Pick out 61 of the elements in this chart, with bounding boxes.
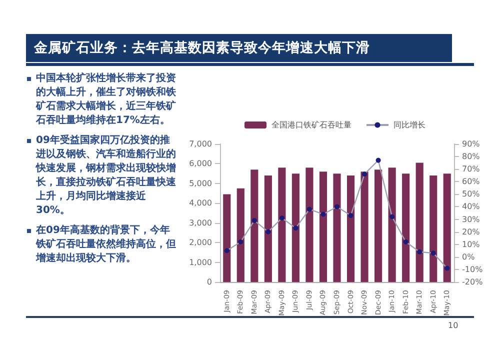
bar (360, 172, 368, 282)
y2-tick-label: 70% (462, 164, 480, 174)
text: 09年受益国家四万亿投资的推进以及钢铁、汽车和造船行业的快速发展，钢材需求出现较快增长，直接拉动铁矿石吞吐量快速上升，月均同比增速接近30%。 (36, 134, 176, 218)
y-tick-label: 3,000 (189, 218, 212, 228)
bar (430, 176, 438, 282)
y2-tick-label: 80% (462, 152, 480, 162)
y2-tick-label: 30% (462, 214, 480, 224)
bar (278, 168, 286, 282)
legend-label: 全国港口铁矿石吞吐量 (272, 120, 352, 130)
bar (402, 174, 410, 282)
y2-tick-label: 10% (462, 240, 480, 249)
y-tick-label: 2,000 (189, 238, 212, 248)
chart-title: 金属矿石业务：去年高基数因素导致今年增速大幅下滑 (26, 34, 452, 62)
y-tick-label: 0 (206, 278, 212, 286)
y2-tick-label: 60% (462, 177, 480, 186)
point (306, 206, 312, 212)
point (444, 266, 450, 271)
y2-tick-label: -10% (462, 264, 484, 274)
point (376, 158, 381, 163)
bar (319, 172, 328, 282)
point (362, 172, 368, 177)
bar (346, 176, 355, 282)
bar (374, 170, 382, 282)
point (279, 216, 284, 221)
bar (236, 188, 244, 282)
y2-tick-label: 50% (462, 190, 480, 199)
y-tick-label: 5,000 (189, 178, 212, 188)
y-tick-label: 6,000 (189, 159, 212, 168)
point (390, 214, 395, 220)
legend-label: 同比增长 (394, 120, 426, 130)
y-tick-label: 4,000 (189, 198, 212, 208)
bar (250, 170, 258, 282)
y2-tick-label: 20% (462, 227, 480, 236)
bar (333, 174, 341, 282)
y2-tick-label: 90% (462, 140, 480, 148)
bar (388, 168, 396, 282)
point (320, 212, 326, 217)
point (252, 218, 257, 224)
bar (223, 194, 231, 282)
y-tick-label: 7,000 (189, 140, 212, 148)
bar (264, 176, 272, 282)
point (334, 204, 340, 210)
text: 在09年高基数的背景下，今年铁矿石吞吐量依然维持高位，但增速却出现较大下滑。 (36, 224, 176, 266)
y2-tick-label: 0% (462, 252, 476, 262)
bar (306, 168, 314, 282)
point (293, 226, 298, 231)
point (417, 249, 422, 254)
point (224, 248, 230, 254)
bar (443, 174, 451, 282)
y-tick-label: 1,000 (189, 258, 212, 267)
bar (416, 162, 424, 282)
y2-tick-label: -20% (462, 278, 484, 286)
point (266, 229, 271, 234)
point (430, 250, 436, 256)
point (348, 213, 354, 218)
point (238, 239, 244, 244)
point (403, 239, 408, 244)
bar (292, 174, 300, 282)
text: 10 (448, 321, 458, 330)
text: 中国本轮扩张性增长带来了投资的大幅上升，催生了对钢铁和铁矿石需求大幅增长，近三年铁矿石吞吐量均维持在17%左右。 (36, 72, 176, 128)
y2-tick-label: 40% (462, 202, 480, 212)
